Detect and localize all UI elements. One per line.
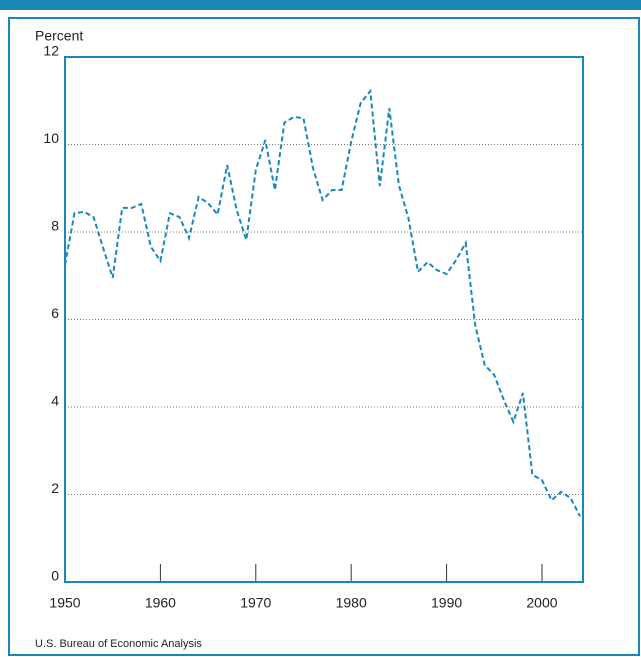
y-tick-label: 0	[51, 568, 59, 584]
x-tick-label: 1970	[240, 595, 271, 611]
x-tick-label: 1950	[49, 595, 80, 611]
y-tick-label: 10	[43, 130, 59, 146]
y-tick-label: 12	[43, 43, 59, 59]
y-axis-label: Percent	[35, 28, 83, 44]
x-tick-label: 1990	[431, 595, 462, 611]
y-tick-label: 2	[51, 480, 59, 496]
y-tick-label: 8	[51, 218, 59, 234]
y-tick-label: 4	[51, 393, 59, 409]
series-line	[64, 88, 581, 517]
header-band	[0, 0, 641, 10]
source: U.S. Bureau of Economic Analysis	[35, 638, 202, 650]
frame	[8, 17, 640, 656]
x-tick-label: 1980	[336, 595, 367, 611]
x-tick-label: 2000	[526, 595, 557, 611]
y-tick-label: 6	[51, 305, 59, 321]
plot-border	[64, 56, 584, 583]
x-tick-label: 1960	[145, 595, 176, 611]
